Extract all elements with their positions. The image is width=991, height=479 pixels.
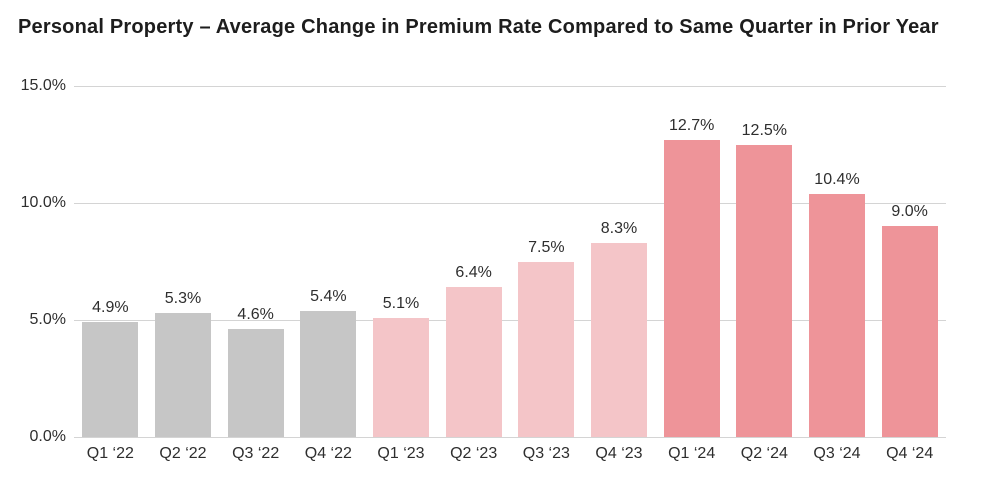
- y-axis-tick-label: 0.0%: [29, 428, 66, 445]
- chart-title: Personal Property – Average Change in Pr…: [18, 16, 939, 38]
- bar-value-label: 9.0%: [891, 203, 928, 221]
- bar-value-label: 6.4%: [455, 264, 492, 282]
- y-axis-tick-label: 5.0%: [29, 311, 66, 328]
- bar-value-label: 4.6%: [237, 306, 274, 324]
- bar-q1-22: [82, 322, 139, 437]
- bar-q4-22: [300, 310, 357, 437]
- bar-q2-24: [736, 144, 793, 437]
- x-axis-tick-label: Q4 ‘23: [595, 445, 643, 462]
- bar-q2-22: [155, 312, 211, 437]
- gridline-10.0%: [74, 202, 946, 204]
- bar-q4-24: [881, 226, 938, 437]
- bar-q3-22: [227, 329, 284, 437]
- x-axis-tick-label: Q1 ‘24: [668, 445, 716, 462]
- bar-value-label: 12.5%: [741, 121, 788, 139]
- x-axis-tick-label: Q1 ‘22: [86, 445, 134, 462]
- bar-q3-23: [518, 261, 575, 437]
- bar-value-label: 12.7%: [668, 116, 715, 134]
- bar-value-label: 7.5%: [528, 238, 565, 256]
- x-axis-tick-label: Q3 ‘24: [813, 445, 861, 462]
- bar-value-label: 5.4%: [310, 287, 347, 305]
- gridline-15.0%: [74, 85, 946, 87]
- bar-value-label: 4.9%: [92, 299, 129, 317]
- gridline-0.0%: [74, 436, 946, 438]
- bar-q2-23: [445, 287, 502, 437]
- x-axis-tick-label: Q2 ‘23: [450, 445, 498, 462]
- x-axis-tick-label: Q2 ‘22: [159, 445, 207, 462]
- x-axis-tick-label: Q4 ‘22: [304, 445, 352, 462]
- bar-value-label: 5.3%: [164, 289, 202, 307]
- y-axis-tick-label: 15.0%: [20, 77, 66, 94]
- x-axis-tick-label: Q2 ‘24: [740, 445, 788, 462]
- bar-q1-24: [663, 139, 720, 437]
- bar-q1-23: [373, 317, 429, 437]
- x-axis-tick-label: Q3 ‘22: [232, 445, 280, 462]
- x-axis-tick-label: Q4 ‘24: [886, 445, 934, 462]
- y-axis-tick-label: 10.0%: [20, 194, 66, 211]
- bar-value-label: 8.3%: [600, 219, 638, 237]
- bar-q4-23: [591, 242, 647, 437]
- bar-value-label: 10.4%: [814, 170, 860, 188]
- x-axis-tick-label: Q3 ‘23: [522, 445, 570, 462]
- x-axis-tick-label: Q1 ‘23: [377, 445, 425, 462]
- bar-value-label: 5.1%: [382, 294, 420, 312]
- gridline-5.0%: [74, 319, 946, 321]
- bar-q3-24: [809, 193, 865, 437]
